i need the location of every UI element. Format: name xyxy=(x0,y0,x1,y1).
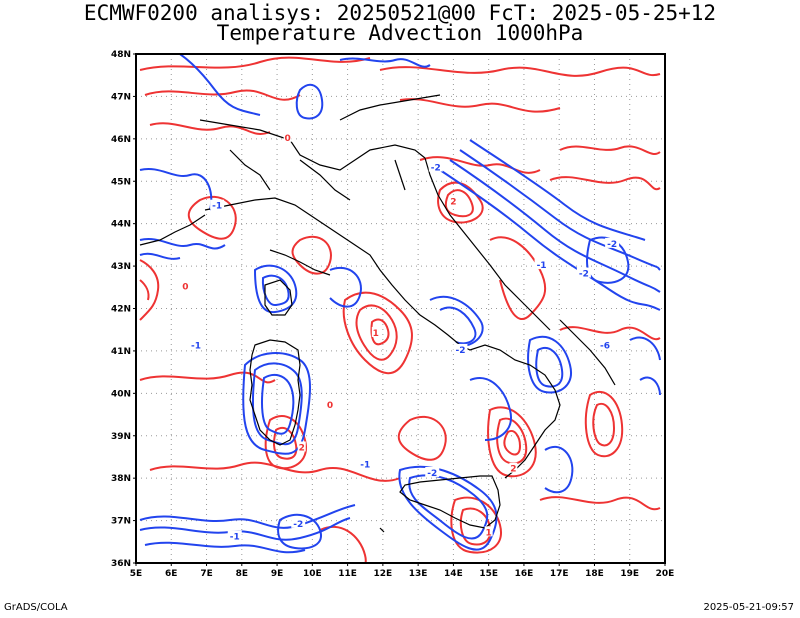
contour-label: -1 xyxy=(537,261,547,271)
contour-label-bg xyxy=(358,458,373,469)
contour-label: 2 xyxy=(299,443,305,453)
contour-label-bg xyxy=(428,161,443,172)
contour-label: 0 xyxy=(285,134,291,144)
lat-tick-label: 41N xyxy=(111,347,131,357)
software-credit: GrADS/COLA xyxy=(4,602,68,613)
longitude-axis: 5E 6E 7E 8E 9E 10E 11E 12E 13E 14E 15E 16E 17E 18E 19E… xyxy=(130,563,675,579)
negative-advection-contours xyxy=(139,54,661,554)
lon-tick-label: 20E xyxy=(656,569,675,579)
lat-tick-label: 44N xyxy=(111,220,131,230)
contour-label: 2 xyxy=(450,197,456,207)
contour-label: -2 xyxy=(293,520,303,530)
render-timestamp: 2025-05-21-09:57 xyxy=(703,602,794,613)
contour-label: -1 xyxy=(230,533,240,543)
lon-tick-label: 16E xyxy=(515,569,534,579)
contour-label: -1 xyxy=(212,202,222,212)
lat-tick-label: 37N xyxy=(111,517,131,527)
lon-tick-label: 7E xyxy=(200,569,212,579)
contour-label-bg xyxy=(210,199,225,210)
contour-label-bg xyxy=(605,237,620,248)
contour-label-bg xyxy=(181,280,190,291)
contour-labels: 0 -1 2 -2 -1 -2 0 -1 1 -2 -6 2 -1 0 -2 2 -2 -1 1 -2 xyxy=(181,131,620,543)
lon-tick-label: 8E xyxy=(236,569,248,579)
contour-label: -2 xyxy=(579,270,589,280)
lat-tick-label: 38N xyxy=(111,474,131,484)
lat-tick-label: 43N xyxy=(111,262,131,272)
lon-tick-label: 15E xyxy=(479,569,498,579)
contour-label-bg xyxy=(325,399,334,410)
contour-label-bg xyxy=(291,517,306,528)
contour-label-bg xyxy=(509,462,518,473)
lon-tick-label: 12E xyxy=(374,569,393,579)
lon-tick-label: 6E xyxy=(165,569,177,579)
lat-tick-label: 45N xyxy=(111,177,131,187)
lon-tick-label: 14E xyxy=(444,569,463,579)
lon-tick-label: 10E xyxy=(303,569,322,579)
contour-label: -1 xyxy=(360,460,370,470)
contour-label-bg xyxy=(484,526,493,537)
contour-label-bg xyxy=(227,530,242,541)
contour-label: -6 xyxy=(600,342,610,352)
contour-label: 0 xyxy=(182,282,188,292)
lat-tick-label: 39N xyxy=(111,432,131,442)
contour-label: -2 xyxy=(427,469,437,479)
contour-label-bg xyxy=(598,339,613,350)
lat-tick-label: 42N xyxy=(111,305,131,315)
lon-tick-label: 18E xyxy=(585,569,604,579)
lat-tick-label: 36N xyxy=(111,559,131,569)
contour-label-bg xyxy=(297,441,306,452)
contour-label: 1 xyxy=(486,528,492,538)
contour-label-bg xyxy=(188,339,203,350)
lon-tick-label: 13E xyxy=(409,569,428,579)
lat-tick-label: 40N xyxy=(111,389,131,399)
contour-label-bg xyxy=(425,466,440,477)
contour-label-bg xyxy=(453,343,468,354)
lon-tick-label: 5E xyxy=(130,569,142,579)
map-title-line2: Temperature Advection 1000hPa xyxy=(216,21,584,45)
lon-tick-label: 11E xyxy=(338,569,357,579)
latitude-axis: 48N 47N 46N 45N 44N 43N 42N 41N 40N 39N 38N 37N 36N xyxy=(111,50,136,569)
map-title-line1: ECMWF0200 analisys: 20250521@00 FcT: 202… xyxy=(83,1,717,25)
contour-label-bg xyxy=(283,131,292,142)
coastlines-borders xyxy=(139,94,616,533)
contour-label: -2 xyxy=(607,240,617,250)
contour-label-bg xyxy=(371,326,380,337)
lat-tick-label: 47N xyxy=(111,92,131,102)
contour-label: 0 xyxy=(327,401,333,411)
lat-tick-label: 46N xyxy=(111,135,131,145)
lat-lon-grid xyxy=(136,54,665,563)
lon-tick-label: 9E xyxy=(271,569,283,579)
contour-label: 2 xyxy=(510,465,516,475)
contour-label-bg xyxy=(449,195,458,206)
contour-label-bg xyxy=(576,267,591,278)
contour-label: -2 xyxy=(455,346,465,356)
contour-label: -2 xyxy=(431,164,441,174)
lat-tick-label: 48N xyxy=(111,50,131,60)
lon-tick-label: 19E xyxy=(620,569,639,579)
contour-label: -1 xyxy=(191,342,201,352)
contour-label-bg xyxy=(534,259,549,270)
lon-tick-label: 17E xyxy=(550,569,569,579)
positive-advection-contours xyxy=(139,56,661,563)
contour-label: 1 xyxy=(373,329,379,339)
